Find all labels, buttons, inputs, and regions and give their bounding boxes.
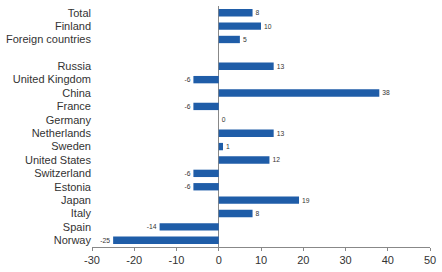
svg-text:1: 1	[226, 143, 230, 150]
svg-text:5: 5	[243, 36, 247, 43]
svg-text:France: France	[57, 100, 91, 112]
svg-text:Total: Total	[68, 7, 91, 19]
svg-text:-25: -25	[100, 237, 110, 244]
svg-text:10: 10	[255, 254, 267, 266]
svg-text:-6: -6	[184, 183, 190, 190]
svg-text:-6: -6	[184, 170, 190, 177]
svg-text:10: 10	[264, 23, 272, 30]
svg-text:United Kingdom: United Kingdom	[13, 73, 91, 85]
svg-text:19: 19	[302, 197, 310, 204]
svg-text:Sweden: Sweden	[51, 140, 91, 152]
svg-text:13: 13	[277, 130, 285, 137]
svg-text:United States: United States	[25, 154, 92, 166]
svg-text:20: 20	[297, 254, 309, 266]
svg-text:Japan: Japan	[61, 194, 91, 206]
svg-text:13: 13	[277, 63, 285, 70]
svg-text:Finland: Finland	[55, 20, 91, 32]
svg-text:-6: -6	[184, 103, 190, 110]
svg-text:Norway: Norway	[54, 234, 92, 246]
svg-text:8: 8	[256, 210, 260, 217]
svg-text:40: 40	[382, 254, 394, 266]
svg-text:Italy: Italy	[71, 207, 92, 219]
svg-text:-30: -30	[84, 254, 100, 266]
svg-text:China: China	[62, 87, 92, 99]
svg-text:30: 30	[339, 254, 351, 266]
svg-text:Spain: Spain	[63, 221, 91, 233]
svg-text:Switzerland: Switzerland	[34, 167, 91, 179]
svg-text:12: 12	[272, 156, 280, 163]
svg-text:Russia: Russia	[57, 60, 92, 72]
svg-text:-14: -14	[147, 223, 157, 230]
svg-text:38: 38	[382, 89, 390, 96]
svg-text:0: 0	[216, 254, 222, 266]
svg-text:Estonia: Estonia	[54, 181, 92, 193]
svg-text:Netherlands: Netherlands	[32, 127, 92, 139]
svg-text:0: 0	[222, 116, 226, 123]
svg-text:Germany: Germany	[46, 114, 92, 126]
svg-text:-6: -6	[184, 76, 190, 83]
svg-text:Foreign countries: Foreign countries	[6, 33, 91, 45]
svg-text:8: 8	[256, 9, 260, 16]
svg-text:50: 50	[424, 254, 436, 266]
svg-text:-10: -10	[169, 254, 185, 266]
svg-text:-20: -20	[126, 254, 142, 266]
